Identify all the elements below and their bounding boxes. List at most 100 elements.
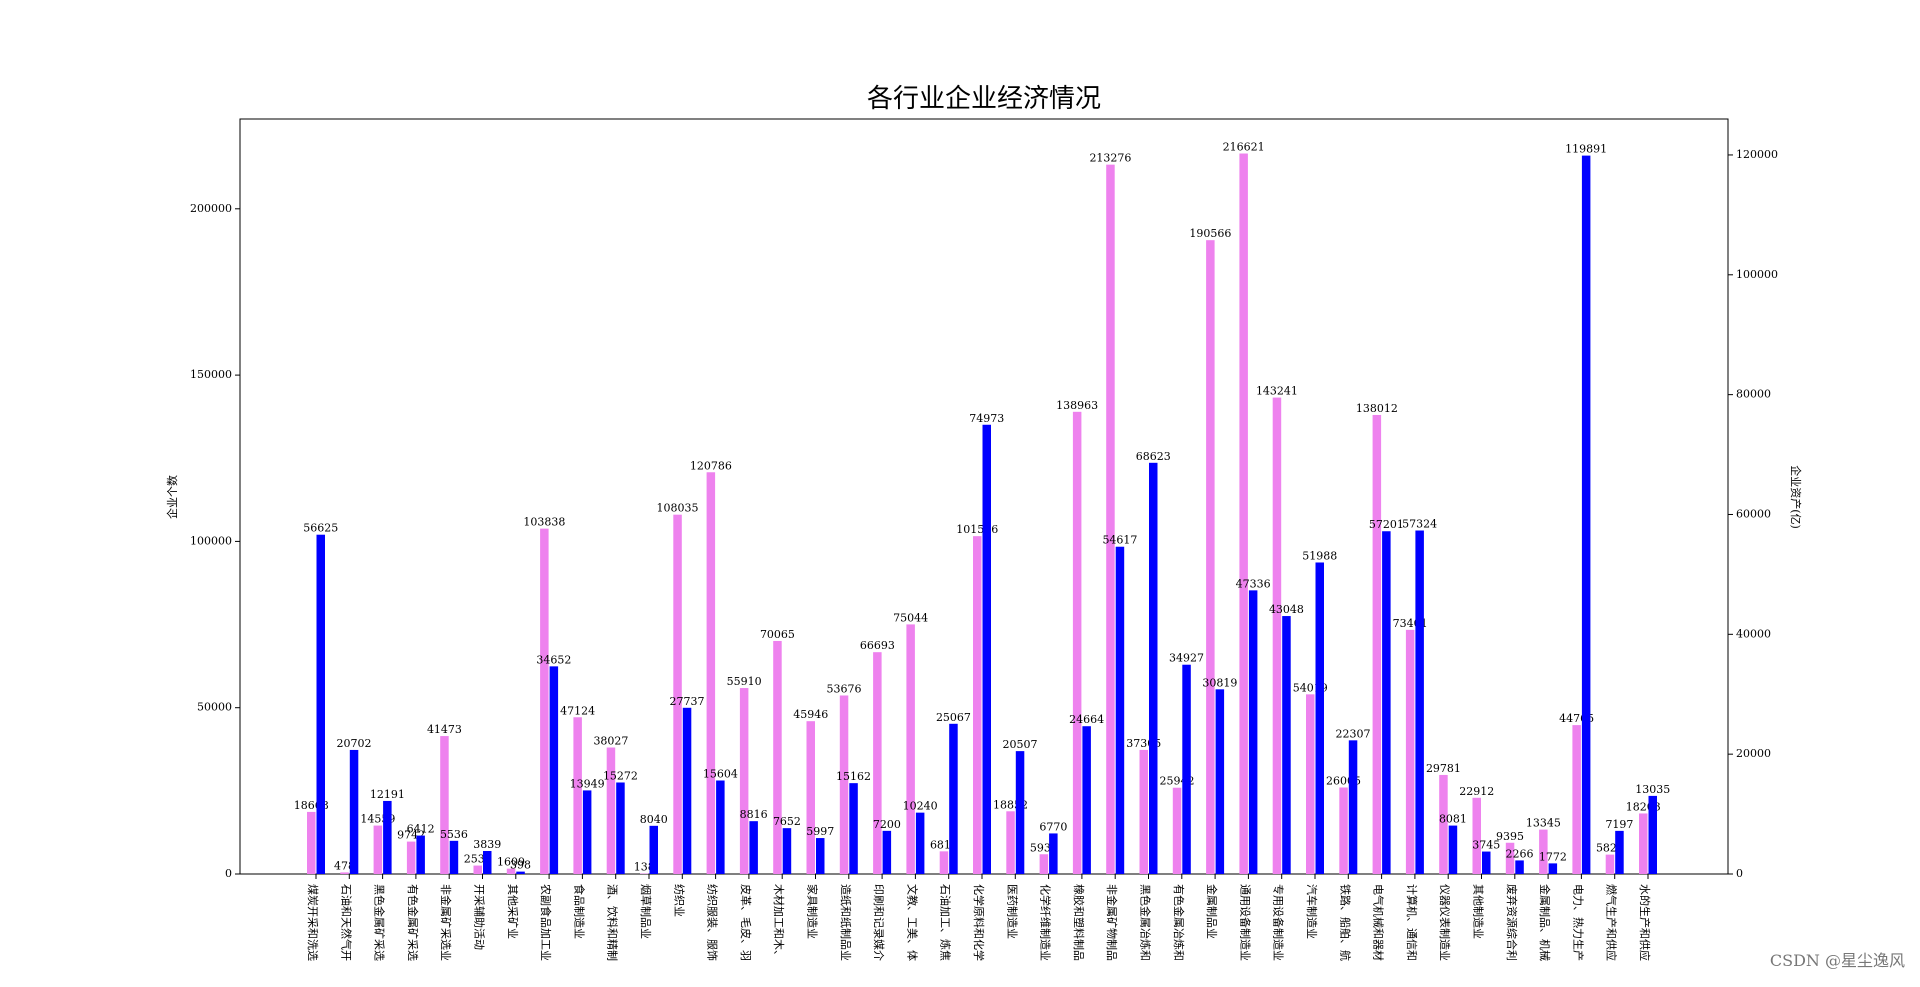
bar: [1606, 855, 1615, 874]
x-tick-label: 非金属矿物制品: [1105, 884, 1119, 961]
bar: [816, 838, 825, 874]
bar: [1549, 863, 1558, 874]
x-tick-label: 酒、饮料和精制: [606, 884, 620, 961]
x-tick-label: 烟草制品业: [639, 884, 653, 939]
bar: [1049, 833, 1058, 874]
value-label: 8816: [740, 808, 768, 821]
value-label: 12191: [370, 788, 405, 801]
x-tick-label: 汽车制造业: [1305, 884, 1319, 939]
x-tick-label: 其他制造业: [1472, 884, 1486, 939]
x-tick-label: 纺织服装、服饰: [706, 884, 720, 961]
bar: [483, 851, 492, 874]
value-label: 138963: [1056, 399, 1098, 412]
value-label: 66693: [860, 639, 895, 652]
value-label: 13035: [1635, 783, 1670, 796]
bar: [1306, 694, 1315, 874]
value-label: 22912: [1459, 785, 1494, 798]
bar: [1016, 751, 1025, 874]
value-label: 34652: [536, 653, 571, 666]
bar: [1149, 463, 1158, 874]
bar: [1415, 531, 1424, 874]
value-label: 68623: [1136, 450, 1171, 463]
bar: [1206, 240, 1215, 874]
value-label: 15604: [703, 767, 738, 780]
value-label: 51988: [1302, 549, 1337, 562]
bar: [740, 688, 749, 874]
bar: [1316, 562, 1325, 874]
bar: [973, 536, 982, 874]
x-tick-label: 印刷和记录媒介: [872, 884, 885, 961]
bar: [307, 812, 316, 874]
x-tick-label: 专用设备制造业: [1272, 884, 1286, 961]
bar: [683, 708, 692, 874]
value-label: 3745: [1472, 839, 1500, 852]
bar: [1406, 630, 1415, 874]
value-label: 7197: [1605, 818, 1633, 831]
value-label: 216621: [1223, 141, 1265, 154]
bar: [1182, 665, 1191, 874]
value-label: 56625: [303, 522, 338, 535]
bar: [1239, 154, 1248, 874]
bar: [949, 724, 958, 874]
bar: [873, 652, 882, 874]
value-label: 41473: [427, 723, 462, 736]
value-label: 119891: [1565, 143, 1607, 156]
bar: [407, 842, 416, 874]
bar: [983, 425, 992, 874]
x-tick-label: 农副食品加工业: [539, 884, 553, 961]
value-label: 3839: [473, 838, 501, 851]
bar: [1582, 156, 1591, 874]
value-label: 43048: [1269, 603, 1304, 616]
x-tick-label: 皮革、毛皮、羽: [739, 884, 753, 961]
bar: [1615, 831, 1624, 874]
bar: [1273, 398, 1282, 874]
value-label: 45946: [793, 708, 828, 721]
value-label: 30819: [1202, 676, 1237, 689]
bar: [440, 736, 449, 874]
y-tick-label: 150000: [190, 368, 232, 381]
y2-tick-label: 0: [1736, 867, 1743, 880]
value-label: 13345: [1526, 817, 1561, 830]
value-label: 10240: [903, 800, 938, 813]
value-label: 25067: [936, 711, 971, 724]
x-tick-label: 有色金属冶炼和: [1172, 884, 1186, 961]
bar: [650, 826, 659, 874]
bar: [583, 790, 592, 874]
watermark: CSDN @星尘逸风: [1770, 951, 1905, 970]
value-label: 75044: [893, 611, 928, 624]
value-label: 5536: [440, 828, 468, 841]
bar: [749, 821, 758, 874]
value-label: 138012: [1356, 402, 1398, 415]
x-tick-label: 煤炭开采和洗选: [306, 884, 319, 961]
value-label: 29781: [1426, 762, 1461, 775]
value-label: 57201: [1369, 518, 1404, 531]
x-tick-label: 文教、工美、体: [905, 884, 919, 961]
value-label: 47124: [560, 704, 595, 717]
value-label: 190566: [1189, 227, 1231, 240]
bar: [607, 748, 616, 874]
value-label: 47336: [1236, 577, 1271, 590]
bar: [1282, 616, 1291, 874]
y-tick-label: 50000: [197, 701, 232, 714]
bar: [1106, 165, 1115, 874]
value-label: 34927: [1169, 652, 1204, 665]
bar: [783, 828, 792, 874]
bar: [773, 641, 782, 874]
x-tick-label: 水的生产和供应: [1638, 884, 1652, 961]
bar: [383, 801, 392, 874]
chart-title: 各行业企业经济情况: [867, 84, 1101, 114]
bar: [1649, 796, 1658, 874]
x-tick-label: 木材加工和木、: [772, 884, 786, 961]
y-tick-label: 200000: [190, 202, 232, 215]
x-tick-label: 电气机械和器材: [1372, 884, 1386, 961]
bar: [1173, 788, 1182, 874]
x-tick-label: 金属制品业: [1205, 884, 1219, 939]
value-label: 6412: [407, 823, 435, 836]
bar: [1006, 811, 1015, 874]
bar: [1116, 547, 1125, 874]
bar: [1449, 826, 1458, 874]
bar: [940, 851, 949, 874]
value-label: 101576: [956, 523, 998, 536]
